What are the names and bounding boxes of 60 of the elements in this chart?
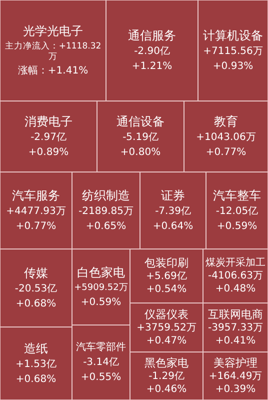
- data-label: -3.14亿: [83, 357, 119, 368]
- data-label: 涨幅：+1.41%: [18, 64, 88, 76]
- data-label: +0.48%: [215, 284, 256, 294]
- category-label: 美容护理: [214, 356, 258, 370]
- category-label: 光学光电子: [23, 24, 83, 38]
- data-label: +0.59%: [216, 221, 258, 232]
- data-label: +0.39%: [215, 384, 256, 395]
- data-label: +0.55%: [80, 372, 122, 383]
- data-label: +0.77%: [16, 221, 56, 232]
- category-label: 造纸: [24, 342, 48, 356]
- data-label: -4106.63万: [208, 270, 263, 282]
- data-label: -2.90亿: [134, 46, 170, 57]
- data-label: -2189.85万: [78, 206, 134, 217]
- data-label: -2.97亿: [30, 132, 66, 143]
- category-label: 黑色家电: [144, 356, 188, 370]
- data-label: 主力净流入：+1118.32万: [4, 40, 102, 62]
- data-label: +0.80%: [120, 147, 161, 158]
- category-label: 通信服务: [128, 28, 176, 42]
- data-label: -20.53亿: [14, 284, 58, 294]
- data-label: +1043.06万: [196, 132, 256, 143]
- data-label: +0.65%: [86, 221, 126, 232]
- data-label: -12.05亿: [216, 206, 258, 217]
- category-label: 消费电子: [24, 114, 72, 128]
- category-label: 汽车零部件: [76, 341, 126, 353]
- data-label: +3759.52万: [136, 322, 196, 334]
- category-label: 汽车服务: [12, 188, 60, 202]
- data-label: +1.53亿: [16, 359, 56, 370]
- data-label: -5.19亿: [122, 132, 158, 143]
- category-label: 仪器仪表: [144, 308, 188, 321]
- category-label: 证券: [161, 188, 185, 202]
- category-label: 计算机设备: [203, 28, 263, 42]
- data-label: +0.64%: [152, 221, 194, 232]
- data-label: +0.68%: [16, 374, 56, 385]
- data-label: +0.93%: [212, 61, 254, 72]
- data-label: -7.39亿: [155, 206, 191, 217]
- data-label: -1.29亿: [148, 371, 184, 382]
- data-label: -3957.33万: [208, 322, 263, 334]
- data-label: +7115.56万: [203, 46, 263, 57]
- data-label: +5909.52万: [74, 283, 128, 293]
- category-label: 纺织制造: [82, 188, 130, 202]
- data-label: +164.49万: [208, 371, 262, 382]
- category-label: 汽车整车: [213, 188, 261, 202]
- category-label: 包装印刷: [144, 256, 188, 270]
- category-label: 煤炭开采加工: [206, 256, 266, 268]
- data-label: +0.54%: [146, 284, 187, 295]
- data-label: +0.89%: [28, 147, 69, 158]
- category-label: 互联网电商: [208, 308, 263, 321]
- data-label: +0.47%: [146, 336, 187, 346]
- category-label: 教育: [214, 114, 238, 128]
- data-label: +0.46%: [146, 384, 187, 395]
- data-label: +0.59%: [80, 297, 122, 308]
- data-label: +0.77%: [206, 147, 246, 158]
- category-label: 白色家电: [77, 266, 125, 280]
- data-label: +0.41%: [215, 336, 256, 346]
- category-label: 传媒: [24, 266, 48, 280]
- data-label: +4477.93万: [6, 206, 66, 217]
- data-label: +0.68%: [16, 298, 56, 310]
- data-label: +5.69亿: [146, 271, 187, 282]
- category-label: 通信设备: [116, 114, 164, 128]
- data-label: +1.21%: [132, 61, 172, 72]
